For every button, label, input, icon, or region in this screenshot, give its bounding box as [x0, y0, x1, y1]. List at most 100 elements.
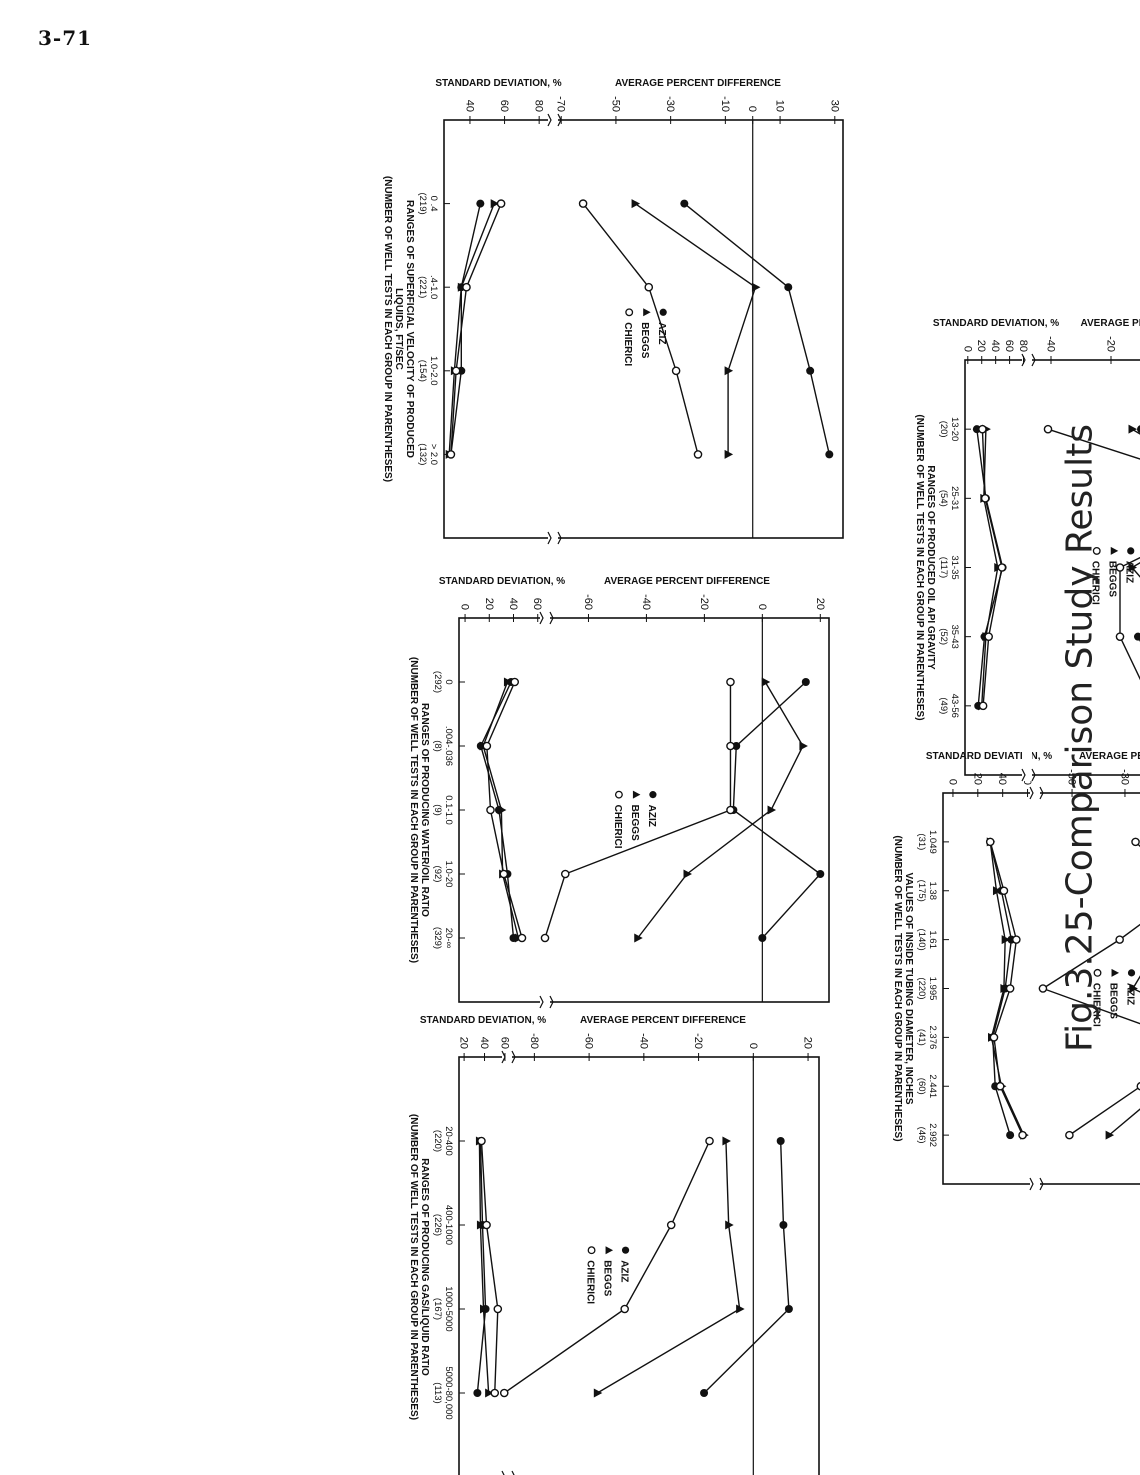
top-axis-label: AVERAGE PERCENT DIFFERENCE	[604, 576, 770, 587]
x-count-label: (52)	[938, 628, 949, 645]
point-chierici-bottom	[997, 563, 1007, 572]
top-tick-label: 10	[774, 100, 786, 112]
chart-group-2: 20 0 -20 -40 -60 -80 60 40 20 AVERAGE PERCENT DIF…	[408, 1015, 820, 1475]
x-count-label: (54)	[938, 490, 949, 507]
point-beggs-top	[1105, 1130, 1115, 1140]
line-beggs-top	[596, 1140, 741, 1394]
x-category-label: 35-43	[949, 625, 960, 649]
x-axis-title: (NUMBER OF WELL TESTS IN EACH GROUP IN P…	[408, 1114, 419, 1420]
x-count-label: (92)	[432, 866, 443, 883]
point-aziz-top	[806, 366, 815, 375]
axis-break-mark	[547, 113, 552, 127]
axis-break-gap	[1030, 787, 1040, 1190]
axis-break-gap	[502, 1051, 512, 1475]
axis-break-mark	[549, 995, 554, 1009]
top-tick-label: -60	[583, 1033, 595, 1049]
point-beggs-top	[751, 282, 761, 292]
top-axis-label: AVERAGE PERCENT DIFFERENCE	[1081, 318, 1140, 329]
top-tick-label: 0	[756, 604, 768, 610]
x-category-label: 31-35	[949, 555, 960, 579]
bottom-axis-label: STANDARD DEVIATION, %	[933, 318, 1059, 329]
point-chierici-top	[693, 450, 703, 459]
line-chierici-top	[503, 1140, 711, 1394]
point-chierici-bottom	[978, 701, 988, 711]
bottom-tick-label: 0	[946, 779, 958, 785]
line-beggs-top	[634, 203, 757, 455]
x-category-label: 25-31	[949, 486, 960, 510]
bottom-tick-label: 20	[458, 1037, 470, 1049]
top-tick-label: -30	[664, 96, 676, 112]
point-beggs-top	[631, 199, 641, 209]
top-tick-label: -20	[692, 1033, 704, 1049]
point-beggs-top	[1128, 424, 1137, 434]
axis-break-mark	[1021, 353, 1026, 367]
x-category-label: 1.61	[927, 930, 938, 949]
legend-label: BEGGS	[639, 322, 650, 358]
point-beggs-bottom	[992, 886, 1002, 896]
x-count-label: (226)	[432, 1214, 443, 1236]
line-aziz-top	[683, 203, 831, 455]
legend-label: AZIZ	[656, 322, 667, 344]
point-chierici-bottom	[451, 366, 461, 376]
legend-label: AZIZ	[619, 1260, 630, 1282]
x-axis-title: (NUMBER OF WELL TESTS IN EACH GROUP IN P…	[892, 835, 903, 1141]
x-category-label: 2.992	[927, 1123, 938, 1147]
x-category-label: 1000-5000	[443, 1286, 454, 1331]
legend-marker	[632, 790, 641, 799]
point-chierici-bottom	[486, 805, 495, 815]
legend-label: BEGGS	[602, 1260, 613, 1296]
top-axis-label: AVERAGE PERCENT DIFFERENCE	[1079, 751, 1140, 762]
point-chierici-bottom	[978, 424, 987, 434]
point-chierici-top	[726, 741, 735, 751]
x-category-label: 0	[443, 679, 454, 684]
x-count-label: (46)	[916, 1127, 927, 1144]
point-chierici-top	[726, 805, 735, 815]
chart-velocity: 30 10 0 -10 -30 -50 -70 80 60 40 AVERAGE PERCENT D…	[382, 78, 844, 545]
x-category-label: 43-56	[949, 694, 960, 718]
x-count-label: (132)	[417, 443, 428, 465]
axis-break-mark	[539, 611, 544, 625]
x-count-label: (60)	[916, 1078, 927, 1095]
point-chierici-bottom	[980, 494, 990, 503]
axis-break-mark	[1029, 786, 1034, 800]
point-aziz-top	[776, 1137, 785, 1145]
bottom-tick-label: 80	[1017, 340, 1029, 352]
axis-break-gap	[1022, 354, 1032, 781]
axis-break-mark	[539, 995, 544, 1009]
point-chierici-top	[726, 677, 735, 687]
top-tick-label: -20	[1105, 336, 1117, 352]
point-aziz-top	[1137, 425, 1140, 434]
top-tick-label: -30	[1118, 769, 1130, 785]
legend-marker	[643, 308, 651, 317]
bottom-axis-label: STANDARD DEVIATION, %	[439, 576, 565, 587]
point-chierici-bottom	[1018, 1130, 1027, 1140]
point-beggs-bottom	[457, 282, 467, 292]
top-tick-label: -10	[719, 96, 731, 112]
top-tick-label: -80	[528, 1033, 540, 1049]
legend-marker	[1111, 968, 1120, 977]
x-count-label: (8)	[432, 740, 443, 752]
line-chierici-bottom	[450, 203, 502, 455]
bottom-tick-label: 60	[1003, 340, 1015, 352]
x-count-label: (221)	[417, 276, 428, 298]
x-count-label: (167)	[432, 1298, 443, 1320]
point-chierici-top	[1115, 935, 1124, 944]
legend-marker	[587, 1246, 596, 1255]
legend-label: CHIERICI	[612, 805, 623, 849]
legend-marker	[649, 791, 657, 799]
x-category-label: 400-1000	[443, 1205, 454, 1245]
point-beggs-top	[1129, 984, 1138, 993]
plot-frame	[458, 1056, 820, 1475]
point-chierici-top	[540, 933, 550, 943]
x-category-label: 2.376	[927, 1025, 938, 1049]
point-chierici-bottom	[462, 282, 471, 292]
x-category-label: .4-1.0	[428, 275, 439, 299]
point-chierici-top	[1136, 1081, 1140, 1091]
legend-label: CHIERICI	[1090, 561, 1101, 605]
legend-marker	[605, 1246, 614, 1255]
figure-caption: Fig.3.25-Comparison Study Results	[1059, 424, 1101, 1052]
bottom-tick-label: 20	[971, 773, 983, 785]
